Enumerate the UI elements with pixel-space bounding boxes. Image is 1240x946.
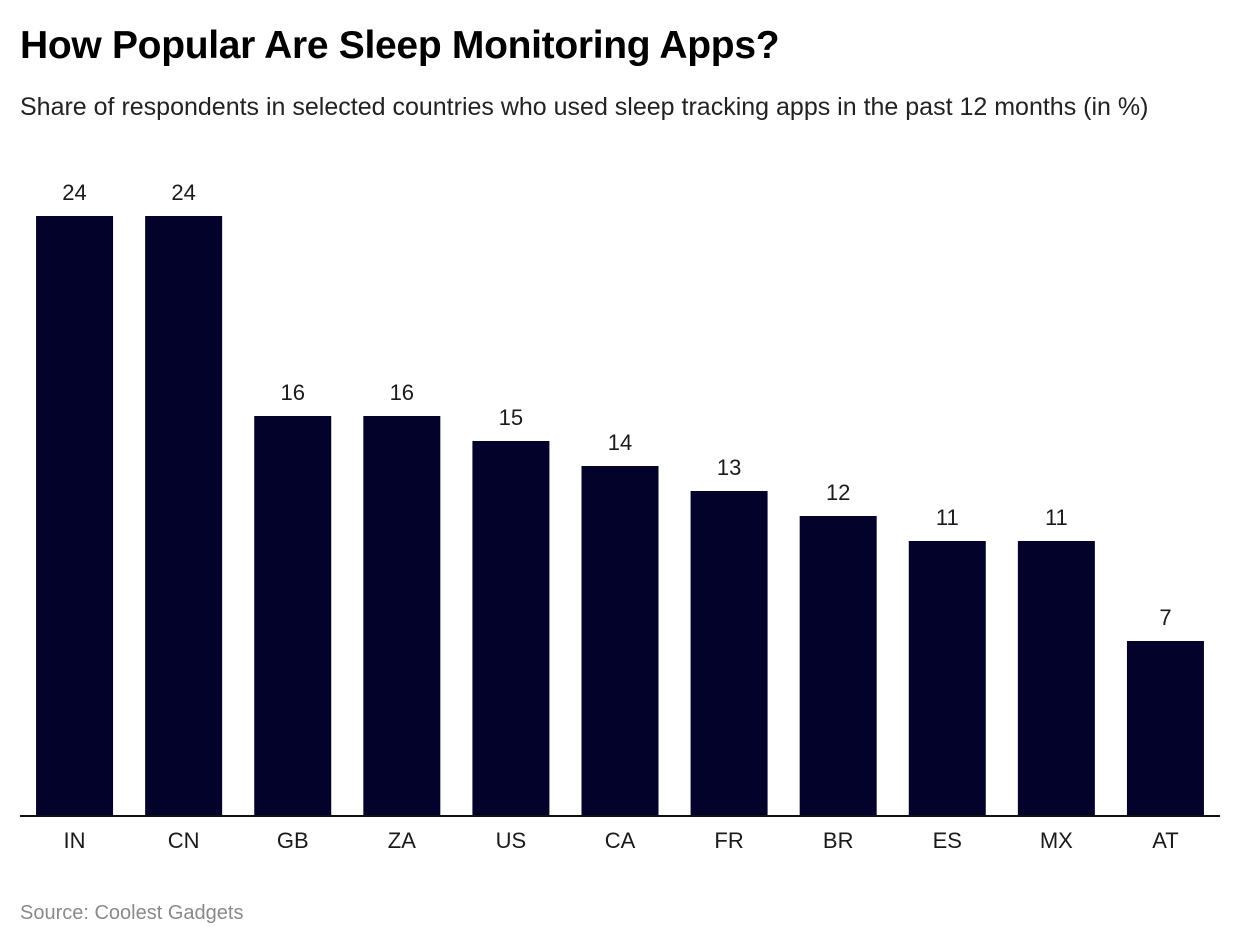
source-note: Source: Coolest Gadgets — [20, 902, 244, 924]
x-tick-label-us: US — [496, 828, 527, 853]
value-label-us: 15 — [499, 405, 523, 430]
bar-br — [799, 516, 877, 816]
x-tick-label-za: ZA — [388, 828, 416, 853]
x-tick-label-mx: MX — [1040, 828, 1073, 853]
x-tick-label-fr: FR — [714, 828, 743, 853]
x-tick-label-gb: GB — [277, 828, 309, 853]
x-tick-label-es: ES — [933, 828, 962, 853]
value-label-gb: 16 — [280, 380, 304, 405]
bar-at — [1126, 641, 1204, 816]
value-label-za: 16 — [390, 380, 414, 405]
bar-gb — [254, 416, 332, 816]
value-label-cn: 24 — [171, 180, 195, 205]
bar-es — [908, 541, 986, 816]
x-tick-label-in: IN — [64, 828, 86, 853]
bar-ca — [581, 466, 659, 816]
x-tick-label-at: AT — [1152, 828, 1178, 853]
chart-subtitle: Share of respondents in selected countri… — [20, 93, 1149, 121]
x-tick-label-cn: CN — [168, 828, 200, 853]
chart-title: How Popular Are Sleep Monitoring Apps? — [20, 24, 780, 67]
value-label-mx: 11 — [1045, 505, 1068, 530]
value-label-es: 11 — [936, 505, 959, 530]
bar-us — [472, 441, 550, 816]
bar-mx — [1017, 541, 1095, 816]
bar-in — [36, 216, 114, 816]
x-axis-tick-labels: IN CN GB ZA US CA FR BR ES MX AT — [64, 828, 1179, 853]
x-tick-label-ca: CA — [605, 828, 636, 853]
value-label-in: 24 — [62, 180, 86, 205]
value-label-at: 7 — [1159, 605, 1171, 630]
value-label-fr: 13 — [717, 455, 741, 480]
bar-cn — [145, 216, 223, 816]
x-tick-label-br: BR — [823, 828, 854, 853]
bars-group — [36, 216, 1204, 816]
bar-za — [363, 416, 441, 816]
bar-fr — [690, 491, 768, 816]
value-label-br: 12 — [826, 480, 850, 505]
value-labels-group: 24 24 16 16 15 14 13 12 11 11 7 — [62, 180, 1171, 630]
value-label-ca: 14 — [608, 430, 632, 455]
bar-chart: 24 24 16 16 15 14 13 12 11 11 7 IN CN GB ZA US CA FR BR ES… — [20, 180, 1220, 853]
